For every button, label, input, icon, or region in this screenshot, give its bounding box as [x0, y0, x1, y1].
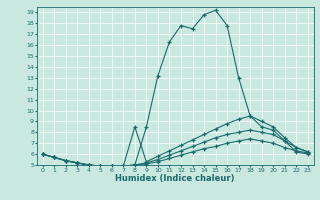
X-axis label: Humidex (Indice chaleur): Humidex (Indice chaleur) — [116, 174, 235, 183]
